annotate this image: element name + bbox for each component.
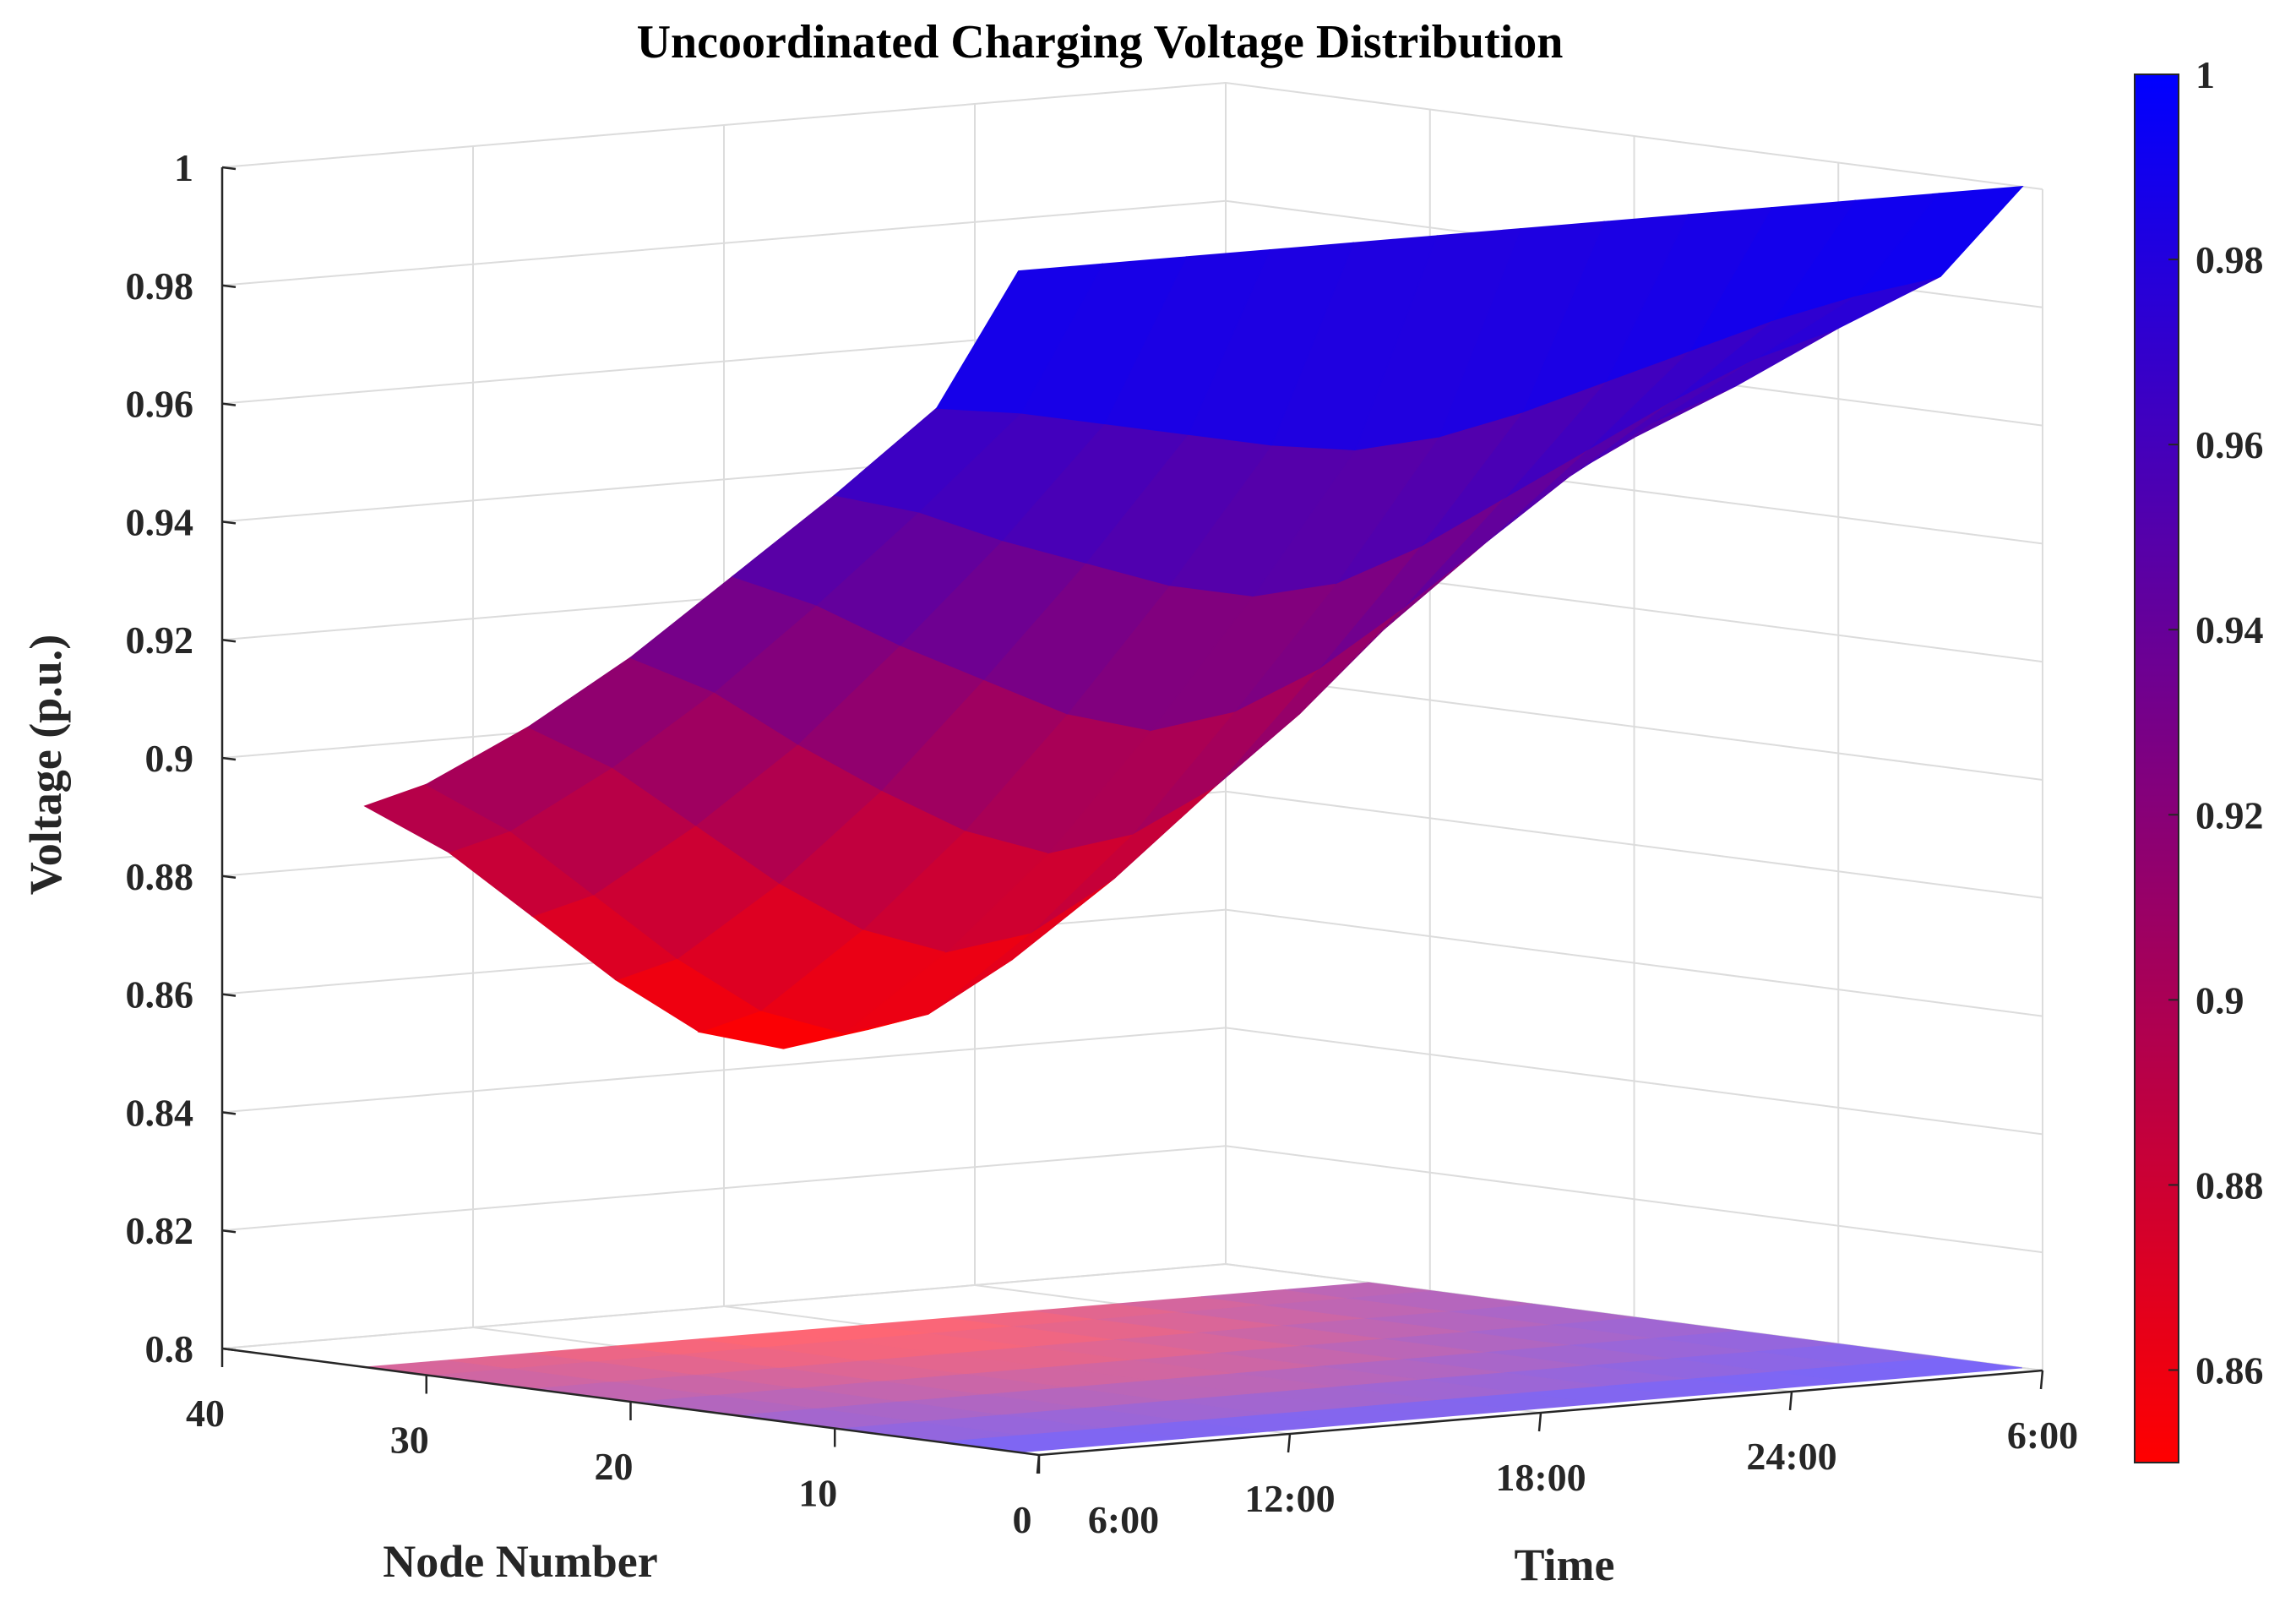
colorbar-ticks: 0.86 0.88 0.9 0.92 0.94 0.96 0.98 1 xyxy=(2168,53,2264,1392)
z-tick-mark xyxy=(221,638,237,643)
colorbar xyxy=(2134,74,2179,1463)
tick-labels: 0.8 0.82 0.84 0.86 0.88 0.9 0.92 0.94 0.96 0.98 1 6… xyxy=(126,146,2079,1541)
z-tick-label: 0.82 xyxy=(126,1209,194,1252)
z-tick-mark xyxy=(221,1347,237,1352)
colorbar-tick-label: 0.94 xyxy=(2195,608,2264,651)
z-tick-mark xyxy=(221,875,237,880)
grid-line xyxy=(221,1263,1227,1349)
axes-frame xyxy=(220,166,2044,1474)
x-tick-label: 18:00 xyxy=(1495,1456,1586,1499)
y-tick-label: 10 xyxy=(798,1472,837,1515)
colorbar-tick-label: 0.92 xyxy=(2195,793,2264,836)
z-tick-mark xyxy=(221,1111,237,1115)
z-tick-mark xyxy=(221,284,237,289)
x-tick-label: 12:00 xyxy=(1244,1477,1335,1520)
colorbar-tick-label: 1 xyxy=(2195,53,2215,96)
z-tick-label: 0.86 xyxy=(126,973,194,1016)
floor-cell xyxy=(1285,1282,1430,1299)
colorbar-tick-label: 0.88 xyxy=(2195,1163,2264,1207)
colorbar-tick-label: 0.98 xyxy=(2195,238,2264,281)
x-tick-mark xyxy=(1788,1391,1793,1411)
x-tick-label: 6:00 xyxy=(1088,1498,1159,1541)
z-tick-mark xyxy=(221,520,237,525)
x-tick-label: 6:00 xyxy=(2007,1414,2078,1457)
grid-line xyxy=(221,908,2043,1017)
z-tick-label: 0.88 xyxy=(126,855,194,898)
z-tick-label: 0.94 xyxy=(126,500,194,543)
z-tick-label: 0.96 xyxy=(126,383,194,426)
z-tick-mark xyxy=(221,166,237,171)
x-tick-mark xyxy=(1287,1433,1292,1453)
z-tick-label: 0.9 xyxy=(145,737,194,780)
z-tick-label: 0.98 xyxy=(126,264,194,308)
z-tick-mark xyxy=(221,1229,237,1234)
colorbar-tick-label: 0.86 xyxy=(2195,1349,2264,1392)
surface-cell xyxy=(935,263,1104,414)
z-tick-label: 0.92 xyxy=(126,618,194,662)
z-tick-mark xyxy=(221,402,237,406)
floor-projection xyxy=(365,1282,2022,1453)
x-tick-mark xyxy=(2039,1370,2044,1390)
z-tick-mark xyxy=(221,993,237,997)
y-axis-title: Node Number xyxy=(383,1536,657,1587)
x-tick-mark xyxy=(1537,1412,1542,1432)
colorbar-tick-label: 0.9 xyxy=(2195,978,2244,1022)
colorbar-tick-label: 0.96 xyxy=(2195,423,2264,466)
z-axis-title: Voltage (p.u.) xyxy=(20,635,71,896)
z-tick-label: 0.8 xyxy=(145,1327,194,1370)
grid-line xyxy=(221,1027,2043,1136)
y-tick-label: 40 xyxy=(186,1392,225,1435)
x-tick-label: 24:00 xyxy=(1746,1435,1836,1478)
chart-title: Uncoordinated Charging Voltage Distribut… xyxy=(637,16,1564,68)
grid-line xyxy=(221,81,2043,190)
z-tick-label: 0.84 xyxy=(126,1091,194,1134)
grid-line xyxy=(221,1145,2043,1254)
x-axis-title: Time xyxy=(1515,1539,1615,1590)
z-tick-label: 1 xyxy=(174,146,193,189)
y-tick-label: 30 xyxy=(390,1419,429,1462)
y-tick-label: 20 xyxy=(595,1445,634,1488)
z-tick-mark xyxy=(221,756,237,761)
voltage-surface xyxy=(363,185,2024,1049)
y-tick-label: 0 xyxy=(1013,1498,1032,1541)
